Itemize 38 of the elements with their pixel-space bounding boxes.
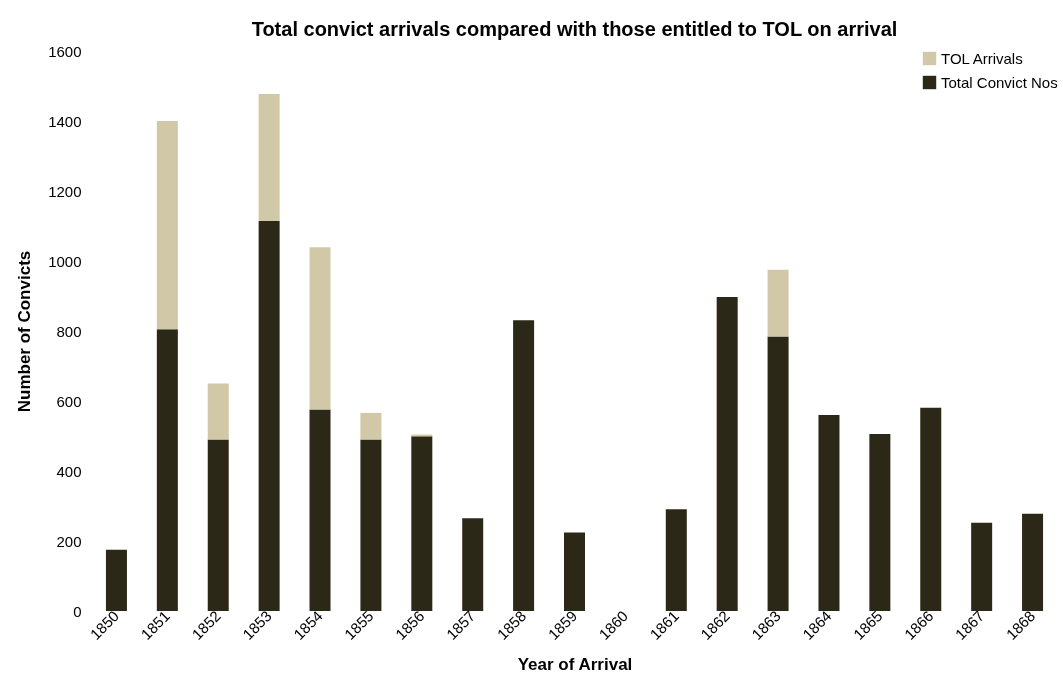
bar xyxy=(564,532,585,611)
bar xyxy=(309,247,331,410)
bar xyxy=(360,439,382,611)
y-tick-label: 1200 xyxy=(48,182,82,200)
bar xyxy=(971,522,993,611)
bar xyxy=(411,436,433,611)
bar xyxy=(920,407,942,611)
legend-label: TOL Arrivals xyxy=(941,49,1023,67)
bar xyxy=(105,549,127,611)
bar xyxy=(207,383,229,440)
y-axis-title: Number of Convicts xyxy=(15,250,35,413)
bar xyxy=(665,509,687,611)
bar xyxy=(156,329,178,611)
y-tick-label: 400 xyxy=(56,462,82,480)
bar xyxy=(258,94,280,222)
x-axis-title: Year of Arrival xyxy=(517,654,633,674)
bar xyxy=(767,269,789,337)
chart-title: Total convict arrivals compared with those entitled to TOL on arrival xyxy=(251,18,898,40)
y-tick-label: 1000 xyxy=(48,252,82,270)
bar xyxy=(207,439,229,611)
y-tick-label: 1400 xyxy=(48,112,82,130)
bar xyxy=(360,412,382,440)
legend-label: Total Convict Nos xyxy=(941,73,1058,91)
bar xyxy=(462,518,484,611)
bar xyxy=(716,297,738,611)
bar xyxy=(1022,513,1044,611)
y-tick-label: 1600 xyxy=(48,42,82,60)
y-tick-label: 800 xyxy=(56,322,82,340)
bar xyxy=(309,409,331,611)
bar xyxy=(767,336,789,611)
y-tick-label: 600 xyxy=(56,392,82,410)
bar xyxy=(258,221,280,611)
bar xyxy=(156,121,178,330)
y-tick-label: 0 xyxy=(73,602,82,620)
bar xyxy=(869,433,891,611)
bar xyxy=(513,320,535,611)
y-tick-label: 200 xyxy=(56,532,82,550)
bar xyxy=(818,415,840,611)
